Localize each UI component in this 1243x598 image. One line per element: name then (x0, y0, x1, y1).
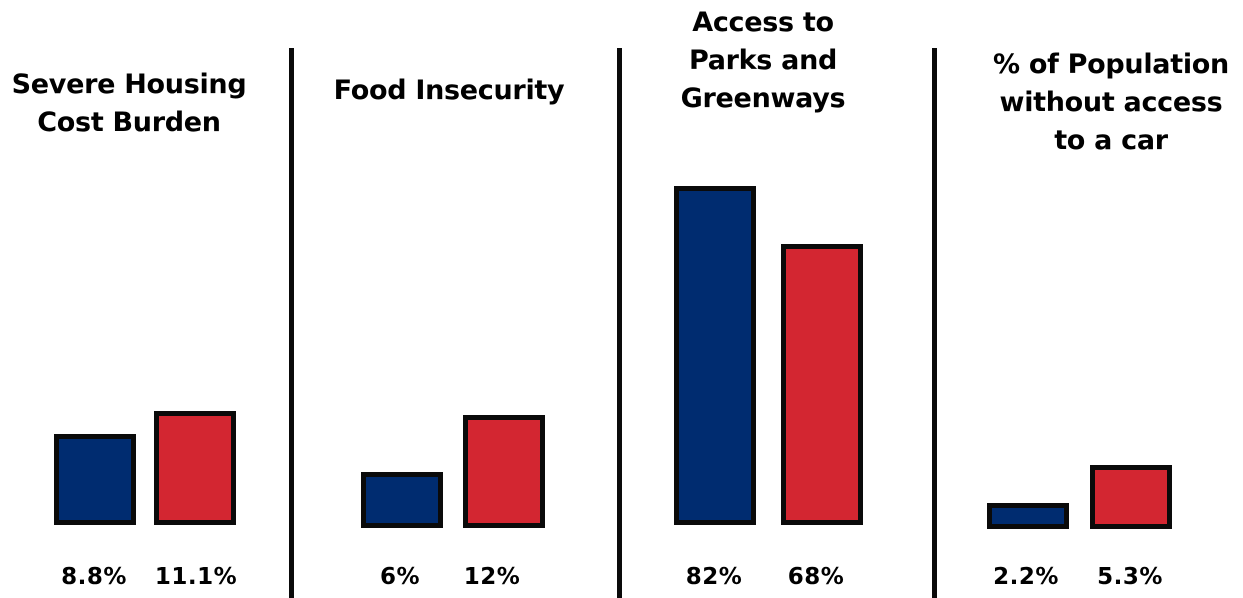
bar-car-b (1090, 465, 1172, 529)
bar-car-a (987, 503, 1069, 529)
divider-3 (932, 48, 937, 598)
divider-1 (289, 48, 294, 598)
bar-parks-b (781, 244, 863, 525)
bar-food-b (463, 415, 545, 528)
value-label-housing-a: 8.8% (61, 564, 127, 590)
value-label-parks-a: 82% (685, 564, 743, 590)
panel-title-food: Food Insecurity (333, 75, 565, 106)
value-label-car-a: 2.2% (993, 564, 1059, 590)
bar-housing-a (54, 434, 136, 525)
bar-parks-a (674, 186, 756, 525)
bar-housing-b (154, 411, 236, 525)
value-label-food-b: 12% (463, 564, 521, 590)
panel-title-housing: Severe Housing Cost Burden (11, 69, 247, 138)
value-label-parks-b: 68% (787, 564, 845, 590)
divider-2 (617, 48, 622, 598)
value-label-housing-b: 11.1% (154, 564, 238, 590)
value-label-food-a: 6% (379, 564, 421, 590)
panel-title-car: % of Population without access to a car (993, 49, 1229, 156)
value-label-car-b: 5.3% (1097, 564, 1163, 590)
bar-food-a (361, 472, 443, 528)
panel-title-parks: Access to Parks and Greenways (680, 7, 846, 114)
